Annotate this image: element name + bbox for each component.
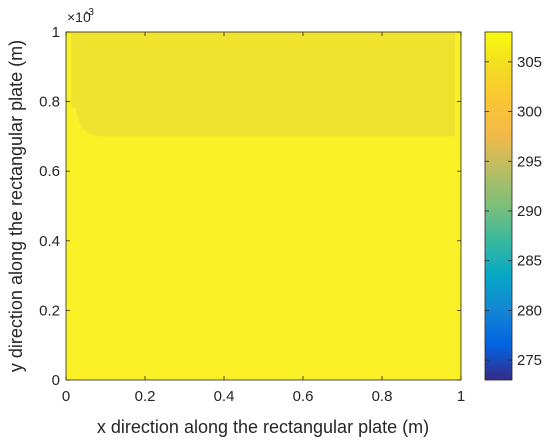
y-tick-label: 0 [52, 372, 60, 389]
colorbar: 275 280 285 290 295 300 305 [484, 31, 542, 381]
y-axis-label: y direction along the rectangular plate … [6, 40, 26, 372]
x-axis: 0 0.2 0.4 0.6 0.8 1 [62, 32, 465, 405]
colorbar-tick-label: 275 [517, 352, 542, 369]
axes-frame [65, 31, 462, 381]
y-tick-label: 0.8 [39, 94, 60, 111]
y-tick-label: 0.4 [39, 233, 60, 250]
x-tick-label: 0.4 [214, 388, 235, 405]
colorbar-gradient [484, 31, 513, 381]
colorbar-tick-label: 305 [517, 54, 542, 71]
y-tick-label: 0.2 [39, 302, 60, 319]
colorbar-tick-label: 295 [517, 153, 542, 170]
y-axis-exponent-base: ×10 [67, 9, 91, 25]
x-tick-label: 0.6 [293, 388, 314, 405]
colorbar-tick-label: 290 [517, 203, 542, 220]
y-tick-label: 0.6 [39, 163, 60, 180]
colorbar-ticks: 275 280 285 290 295 300 305 [485, 54, 542, 369]
x-tick-label: 0.2 [135, 388, 156, 405]
colorbar-tick-label: 280 [517, 302, 542, 319]
plot-area [65, 31, 462, 381]
heatmap-region-upper [71, 32, 455, 137]
y-tick-label: 1 [52, 24, 60, 41]
x-tick-label: 1 [457, 388, 465, 405]
colorbar-tick-label: 285 [517, 253, 542, 270]
x-axis-label: x direction along the rectangular plate … [97, 417, 429, 437]
y-axis: 0 0.2 0.4 0.6 0.8 1 [39, 24, 461, 389]
x-tick-label: 0.8 [372, 388, 393, 405]
y-axis-exponent-power: -3 [85, 7, 94, 18]
colorbar-tick-label: 300 [517, 104, 542, 121]
x-tick-label: 0 [62, 388, 70, 405]
